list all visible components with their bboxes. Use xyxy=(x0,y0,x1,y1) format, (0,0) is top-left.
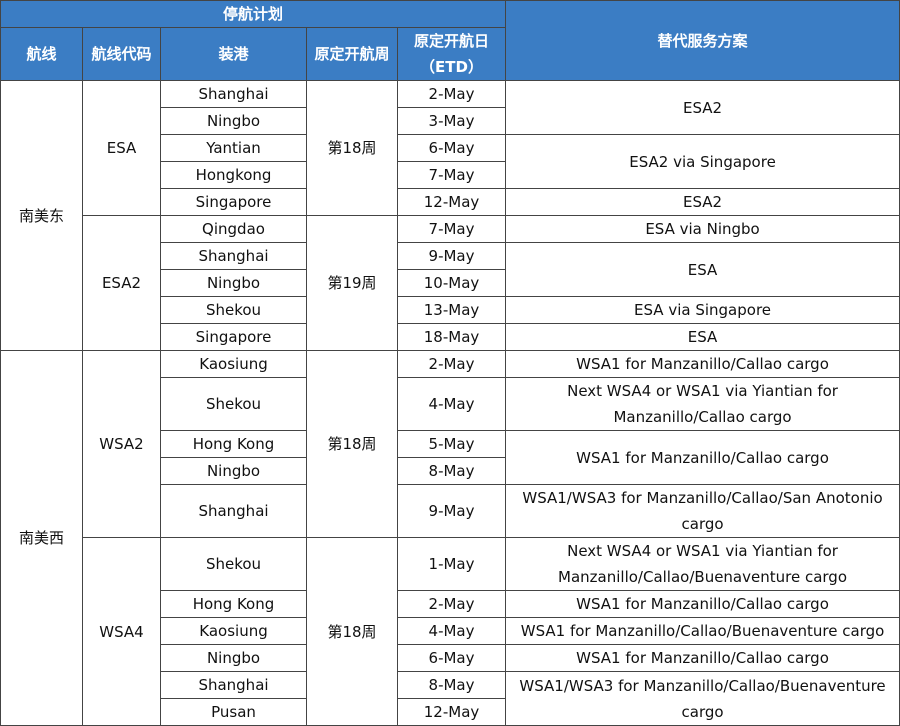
alternative: WSA1 for Manzanillo/Callao cargo xyxy=(505,644,900,672)
etd: 2-May xyxy=(396,590,507,618)
etd: 2-May xyxy=(396,350,507,378)
alternative: ESA xyxy=(505,242,900,297)
route-code: WSA4 xyxy=(82,537,161,726)
port: Pusan xyxy=(160,698,307,726)
alternative: ESA2 xyxy=(505,80,900,135)
route-code: WSA2 xyxy=(82,350,161,538)
alternative: WSA1/WSA3 for Manzanillo/Callao/Buenaven… xyxy=(505,671,900,726)
table-row: Ningbo 3-May xyxy=(1,107,900,135)
table-row: 南美东 ESA Shanghai 第18周 2-May ESA2 xyxy=(0,80,900,351)
etd: 3-May xyxy=(396,107,507,135)
port: Hongkong xyxy=(160,161,307,189)
port: Hong Kong xyxy=(160,590,307,618)
alternative: Next WSA4 or WSA1 via Yiantian for Manza… xyxy=(505,537,900,591)
alternative-header: 替代服务方案 xyxy=(505,0,900,81)
etd: 9-May xyxy=(396,242,507,270)
alternative: Next WSA4 or WSA1 via Yiantian for Manza… xyxy=(505,377,900,431)
port: Shanghai xyxy=(160,484,307,538)
etd: 1-May xyxy=(396,537,507,591)
header-row: 停航计划 替代服务方案 xyxy=(0,0,900,81)
table-row: 南美西 WSA2 Kaosiung 第18周 2-May WSA1 for Manzani… xyxy=(0,350,900,726)
group-header: 停航计划 xyxy=(0,0,507,28)
etd: 7-May xyxy=(396,215,507,243)
port: Singapore xyxy=(160,323,307,351)
etd: 5-May xyxy=(396,430,507,458)
column-header: 航线 xyxy=(0,27,83,81)
etd: 2-May xyxy=(396,80,507,108)
table-row: Shekou 4-May Next WSA4 or WSA1 via Yiantia… xyxy=(1,377,900,431)
alternative: ESA2 via Singapore xyxy=(505,134,900,189)
table-row: Ningbo 6-May WSA1 for Manzanillo/Callao ca… xyxy=(1,644,900,672)
column-header: 航线代码 xyxy=(82,27,161,81)
column-header: 原定开航周 xyxy=(306,27,398,81)
alternative: WSA1 for Manzanillo/Callao cargo xyxy=(505,590,900,618)
table-row: Singapore 12-May ESA2 xyxy=(1,188,900,216)
port: Ningbo xyxy=(160,107,307,135)
alternative: ESA via Singapore xyxy=(505,296,900,324)
column-header: 装港 xyxy=(160,27,307,81)
etd: 18-May xyxy=(396,323,507,351)
etd: 7-May xyxy=(396,161,507,189)
alternative: ESA via Ningbo xyxy=(505,215,900,243)
route-code: ESA2 xyxy=(82,215,161,351)
week: 第18周 xyxy=(306,350,398,538)
port: Yantian xyxy=(160,134,307,162)
port: Qingdao xyxy=(160,215,307,243)
etd: 13-May xyxy=(396,296,507,324)
etd: 4-May xyxy=(396,377,507,431)
port: Shanghai xyxy=(160,80,307,108)
table-body: 南美东 ESA Shanghai 第18周 2-May ESA2 Ningbo 3-May Ya… xyxy=(0,80,900,726)
port: Ningbo xyxy=(160,457,307,485)
port: Shanghai xyxy=(160,242,307,270)
port: Shanghai xyxy=(160,671,307,699)
etd: 6-May xyxy=(396,644,507,672)
table-row: Hong Kong 2-May WSA1 for Manzanillo/Callao… xyxy=(1,590,900,618)
port: Shekou xyxy=(160,296,307,324)
port: Kaosiung xyxy=(160,350,307,378)
week: 第18周 xyxy=(306,80,398,216)
route: 南美西 xyxy=(0,350,83,726)
table-row: Shanghai 9-May WSA1/WSA3 for Manzanillo/Ca… xyxy=(1,484,900,538)
port: Shekou xyxy=(160,377,307,431)
etd: 10-May xyxy=(396,269,507,297)
alternative: ESA xyxy=(505,323,900,351)
alternative: WSA1 for Manzanillo/Callao cargo xyxy=(505,430,900,485)
column-header: 原定开航日 （ETD） xyxy=(396,27,507,81)
port: Hong Kong xyxy=(160,430,307,458)
alternative: ESA2 xyxy=(505,188,900,216)
etd: 9-May xyxy=(396,484,507,538)
etd: 4-May xyxy=(396,617,507,645)
port: Ningbo xyxy=(160,644,307,672)
week: 第19周 xyxy=(306,215,398,351)
route-code: ESA xyxy=(82,80,161,216)
alternative: WSA1/WSA3 for Manzanillo/Callao/San Anot… xyxy=(505,484,900,538)
etd: 8-May xyxy=(396,671,507,699)
etd: 12-May xyxy=(396,698,507,726)
alternative: WSA1 for Manzanillo/Callao/Buenaventure … xyxy=(505,617,900,645)
etd: 6-May xyxy=(396,134,507,162)
week: 第18周 xyxy=(306,537,398,726)
header-row: 航线 航线代码 装港 原定开航周 原定开航日 （ETD） xyxy=(0,27,900,81)
port: Kaosiung xyxy=(160,617,307,645)
etd: 8-May xyxy=(396,457,507,485)
table-row: Ningbo 8-May xyxy=(1,457,900,485)
port: Ningbo xyxy=(160,269,307,297)
etd-header: （ETD） xyxy=(420,58,483,76)
table-row: ESA2 Qingdao 第19周 7-May ESA via Ningbo xyxy=(1,215,900,351)
etd: 12-May xyxy=(396,188,507,216)
table-row: WSA4 Shekou 第18周 1-May Next WSA4 or WSA1 via… xyxy=(1,537,900,726)
port: Shekou xyxy=(160,537,307,591)
table-row: Yantian 6-May ESA2 via Singapore xyxy=(1,134,900,189)
port: Singapore xyxy=(160,188,307,216)
route: 南美东 xyxy=(0,80,83,351)
alternative: WSA1 for Manzanillo/Callao cargo xyxy=(505,350,900,378)
etd-header: 原定开航日 xyxy=(414,32,490,50)
